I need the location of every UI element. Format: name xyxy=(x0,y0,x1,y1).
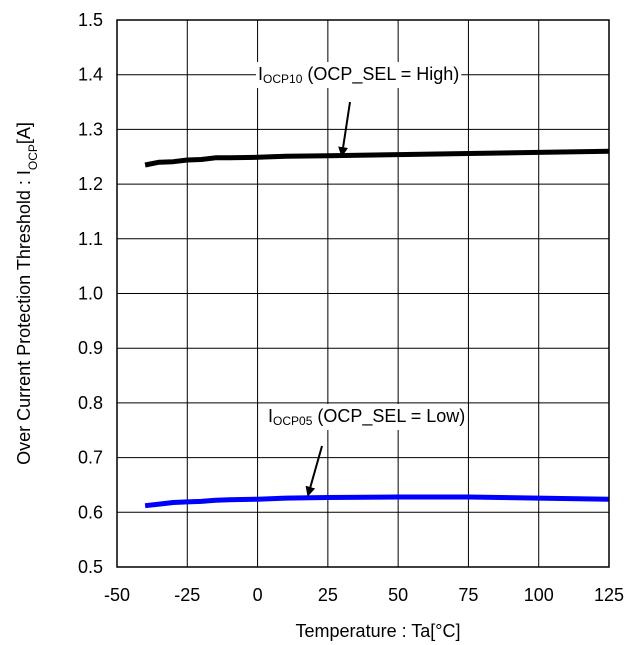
annotation-2: IOCP05 (OCP_SEL = Low) xyxy=(266,404,468,497)
grid xyxy=(116,19,610,568)
y-axis-title-sub: OCP xyxy=(26,144,40,170)
x-tick-label: 75 xyxy=(458,585,478,605)
y-tick-label: 1.2 xyxy=(78,174,103,194)
annotation-main: I xyxy=(258,64,263,84)
annotation-1: IOCP10 (OCP_SEL = High) xyxy=(256,62,462,158)
y-tick-label: 0.9 xyxy=(78,338,103,358)
y-axis-title: Over Current Protection Threshold : IOCP… xyxy=(14,122,40,465)
y-tick-label: 0.5 xyxy=(78,557,103,577)
y-tick-label: 0.7 xyxy=(78,448,103,468)
annotation-arrow xyxy=(305,445,323,497)
x-axis-title: Temperature : Ta[°C] xyxy=(296,621,461,641)
y-axis-title-suffix: [A] xyxy=(14,122,34,144)
y-tick-label: 1.4 xyxy=(78,65,103,85)
annotation-background xyxy=(256,62,462,88)
x-tick-label: 100 xyxy=(524,585,554,605)
y-tick-label: 1.1 xyxy=(78,229,103,249)
annotation-sub: OCP05 xyxy=(273,414,313,428)
y-tick-label: 0.6 xyxy=(78,502,103,522)
x-tick-label: 0 xyxy=(253,585,263,605)
plot-frame xyxy=(116,19,610,568)
annotation-background xyxy=(266,404,468,430)
annotation-arrow xyxy=(338,101,351,158)
x-tick-label: 25 xyxy=(318,585,338,605)
series-line-1 xyxy=(144,148,610,168)
x-tick-label: 50 xyxy=(388,585,408,605)
annotation-main: I xyxy=(268,406,273,426)
x-tick-label: 125 xyxy=(594,585,624,605)
x-tick-label: -25 xyxy=(174,585,200,605)
annotation-rest: (OCP_SEL = Low) xyxy=(312,406,465,427)
annotations: IOCP10 (OCP_SEL = High)IOCP05 (OCP_SEL =… xyxy=(256,62,468,497)
annotation-label: IOCP10 (OCP_SEL = High) xyxy=(258,64,459,86)
y-axis-title-prefix: Over Current Protection Threshold : I xyxy=(14,170,34,465)
annotation-rest: (OCP_SEL = High) xyxy=(302,64,459,85)
series-layer xyxy=(144,148,610,509)
y-tick-label: 1.3 xyxy=(78,119,103,139)
annotation-label: IOCP05 (OCP_SEL = Low) xyxy=(268,406,465,428)
y-tick-labels: 0.5 0.6 0.7 0.8 0.9 1.0 1.1 1.2 1.3 1.4 1.5 xyxy=(78,10,103,577)
y-tick-label: 1.0 xyxy=(78,284,103,304)
annotation-sub: OCP10 xyxy=(263,72,303,86)
series-line-2 xyxy=(144,494,610,509)
y-tick-label: 0.8 xyxy=(78,393,103,413)
y-tick-label: 1.5 xyxy=(78,10,103,30)
x-tick-labels: -50 -25 0 25 50 75 100 125 xyxy=(104,585,624,605)
x-tick-label: -50 xyxy=(104,585,130,605)
